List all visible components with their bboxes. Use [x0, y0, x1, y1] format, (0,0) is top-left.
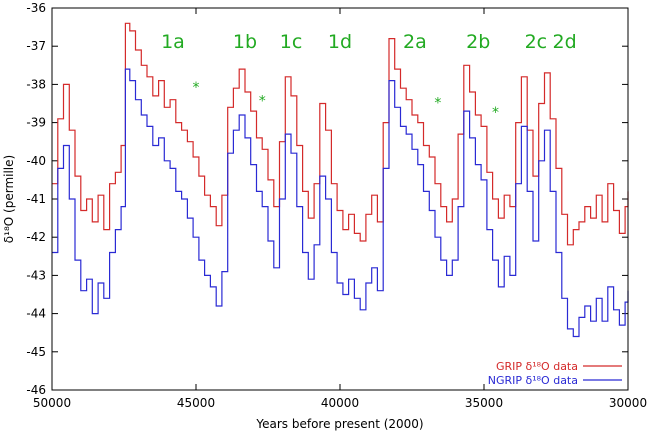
- y-axis-label: δ¹⁸O (permille): [2, 155, 16, 243]
- y-tick-label: -46: [26, 383, 46, 397]
- y-tick-label: -42: [26, 230, 46, 244]
- y-tick-label: -37: [26, 39, 46, 53]
- y-tick-label: -38: [26, 77, 46, 91]
- annotation-asterisk: *: [492, 105, 499, 121]
- y-tick-label: -44: [26, 307, 46, 321]
- interstadial-label: 1d: [328, 31, 352, 53]
- axis-ticks: 50000 45000 40000 35000 30000 -46 -45 -44 -43 -42…: [26, 1, 647, 410]
- interstadial-label: 2b: [466, 31, 490, 53]
- interstadial-label: 1b: [233, 31, 257, 53]
- interstadial-label: 2a: [403, 31, 427, 53]
- annotation-asterisk: *: [259, 93, 266, 109]
- plot-frame: [51, 7, 629, 391]
- y-tick-label: -43: [26, 268, 46, 282]
- y-tick-label: -36: [26, 1, 46, 15]
- x-tick-label: 40000: [321, 396, 359, 410]
- series-layer: [52, 22, 629, 338]
- x-tick-label: 45000: [177, 396, 215, 410]
- interstadial-label: 1c: [280, 31, 303, 53]
- x-tick-label: 35000: [465, 396, 503, 410]
- y-tick-label: -45: [26, 345, 46, 359]
- grip-series-line: [52, 22, 629, 246]
- annotations-layer: 1a 1b 1c 1d 2a 2b 2c 2d * * * *: [161, 31, 577, 121]
- legend-label: GRIP δ¹⁸O data: [496, 360, 578, 373]
- annotation-asterisk: *: [434, 95, 441, 111]
- ngrip-series-line: [52, 68, 629, 338]
- x-tick-label: 30000: [609, 396, 647, 410]
- x-tick-label: 50000: [33, 396, 71, 410]
- x-axis-label: Years before present (2000): [255, 417, 423, 431]
- y-tick-label: -41: [26, 192, 46, 206]
- interstadial-label: 2c: [525, 31, 548, 53]
- annotation-asterisk: *: [193, 80, 200, 96]
- interstadial-label: 1a: [161, 31, 185, 53]
- y-tick-label: -39: [26, 116, 46, 130]
- y-tick-label: -40: [26, 154, 46, 168]
- legend-label: NGRIP δ¹⁸O data: [488, 374, 578, 387]
- interstadial-label: 2d: [553, 31, 577, 53]
